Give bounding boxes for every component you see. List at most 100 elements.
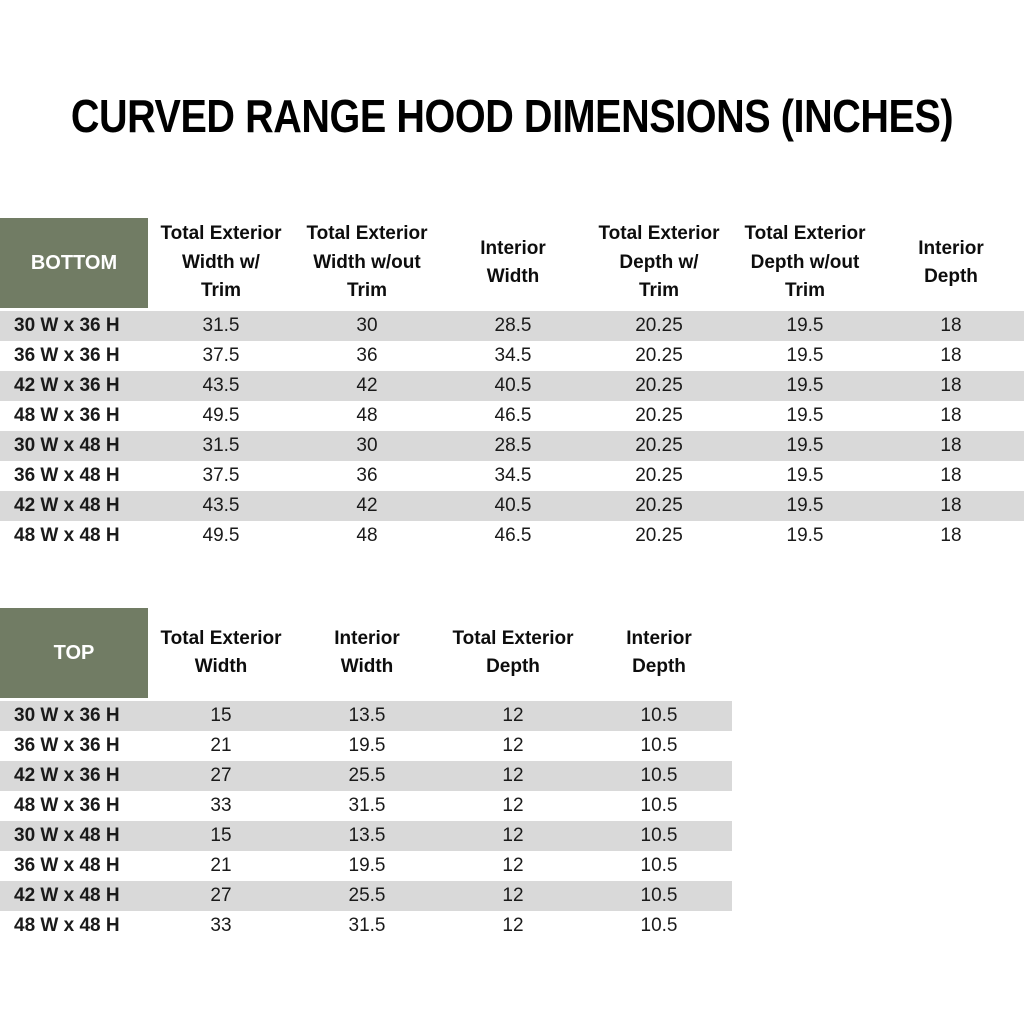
row-size-label: 36 W x 36 H [14, 345, 120, 366]
table-row: 36 W x 48 H 37.5 36 34.5 20.25 19.5 18 [0, 461, 1024, 491]
row-size-label: 36 W x 48 H [14, 855, 120, 876]
row-size-label: 42 W x 36 H [14, 765, 120, 786]
dimension-value: 10.5 [640, 765, 678, 786]
dimension-value: 28.5 [494, 315, 532, 336]
dimension-value: 15 [210, 825, 232, 846]
dimension-value: 10.5 [640, 915, 678, 936]
dimension-value: 31.5 [202, 315, 240, 336]
dimension-value: 13.5 [348, 705, 386, 726]
dimension-value: 18 [940, 465, 962, 486]
dimension-value: 19.5 [348, 735, 386, 756]
table-row: 36 W x 48 H 21 19.5 12 10.5 [0, 851, 732, 881]
dimension-value: 12 [502, 795, 524, 816]
dimension-value: 43.5 [202, 375, 240, 396]
column-header: Interior Width [334, 627, 400, 678]
dimension-value: 20.25 [635, 375, 683, 396]
dimension-value: 18 [940, 315, 962, 336]
table-row: 48 W x 48 H 49.5 48 46.5 20.25 19.5 18 [0, 521, 1024, 551]
dimension-value: 49.5 [202, 525, 240, 546]
dimension-value: 27 [210, 765, 232, 786]
dimension-value: 19.5 [786, 525, 824, 546]
dimension-value: 19.5 [786, 495, 824, 516]
dimension-value: 18 [940, 525, 962, 546]
dimension-value: 19.5 [786, 435, 824, 456]
row-size-label: 36 W x 36 H [14, 735, 120, 756]
dimension-value: 25.5 [348, 765, 386, 786]
dimension-value: 12 [502, 885, 524, 906]
column-header: Total Exterior Width w/ Trim [160, 223, 282, 302]
dimension-value: 42 [356, 375, 378, 396]
dimension-value: 46.5 [494, 525, 532, 546]
row-size-label: 30 W x 36 H [14, 315, 120, 336]
row-size-label: 42 W x 48 H [14, 885, 120, 906]
dimension-value: 19.5 [786, 315, 824, 336]
dimension-value: 10.5 [640, 825, 678, 846]
dimension-value: 33 [210, 915, 232, 936]
dimension-value: 10.5 [640, 855, 678, 876]
table-row: 48 W x 36 H 33 31.5 12 10.5 [0, 791, 732, 821]
top-dimensions-table: TOP Total Exterior Width Interior Width Tot… [0, 608, 732, 941]
dimension-value: 20.25 [635, 525, 683, 546]
table-row: 30 W x 36 H 15 13.5 12 10.5 [0, 701, 732, 731]
column-header: Total Exterior Width [160, 627, 282, 678]
table-header-row: BOTTOM Total Exterior Width w/ Trim Total … [0, 218, 1024, 308]
table-row: 42 W x 36 H 27 25.5 12 10.5 [0, 761, 732, 791]
dimension-value: 34.5 [494, 345, 532, 366]
dimension-value: 36 [356, 345, 378, 366]
row-size-label: 42 W x 48 H [14, 495, 120, 516]
row-size-label: 30 W x 48 H [14, 435, 120, 456]
dimension-value: 30 [356, 315, 378, 336]
dimension-value: 12 [502, 855, 524, 876]
table-row: 36 W x 36 H 21 19.5 12 10.5 [0, 731, 732, 761]
dimension-value: 30 [356, 435, 378, 456]
dimension-value: 20.25 [635, 465, 683, 486]
dimension-value: 42 [356, 495, 378, 516]
dimension-value: 20.25 [635, 495, 683, 516]
dimension-value: 18 [940, 405, 962, 426]
dimension-value: 19.5 [786, 405, 824, 426]
dimension-value: 18 [940, 435, 962, 456]
dimension-value: 10.5 [640, 735, 678, 756]
dimension-value: 34.5 [494, 465, 532, 486]
dimension-value: 19.5 [786, 345, 824, 366]
dimension-value: 12 [502, 735, 524, 756]
dimension-value: 18 [940, 345, 962, 366]
table-row: 42 W x 36 H 43.5 42 40.5 20.25 19.5 18 [0, 371, 1024, 401]
column-header: Interior Width [480, 237, 546, 288]
dimension-value: 13.5 [348, 825, 386, 846]
dimension-value: 46.5 [494, 405, 532, 426]
table-row: 48 W x 36 H 49.5 48 46.5 20.25 19.5 18 [0, 401, 1024, 431]
page-title-text: CURVED RANGE HOOD DIMENSIONS (INCHES) [70, 90, 954, 142]
dimension-value: 40.5 [494, 375, 532, 396]
dimension-value: 12 [502, 765, 524, 786]
dimension-value: 28.5 [494, 435, 532, 456]
row-size-label: 48 W x 48 H [14, 915, 120, 936]
row-size-label: 30 W x 36 H [14, 705, 120, 726]
dimension-value: 31.5 [202, 435, 240, 456]
dimension-value: 10.5 [640, 885, 678, 906]
dimension-value: 19.5 [786, 465, 824, 486]
dimension-value: 20.25 [635, 405, 683, 426]
table-row: 48 W x 48 H 33 31.5 12 10.5 [0, 911, 732, 941]
dimension-value: 18 [940, 495, 962, 516]
dimension-value: 20.25 [635, 315, 683, 336]
dimension-value: 21 [210, 855, 232, 876]
dimension-value: 36 [356, 465, 378, 486]
dimension-value: 37.5 [202, 465, 240, 486]
row-size-label: 42 W x 36 H [14, 375, 120, 396]
dimension-value: 12 [502, 825, 524, 846]
dimension-value: 49.5 [202, 405, 240, 426]
dimension-value: 31.5 [348, 915, 386, 936]
dimension-value: 20.25 [635, 345, 683, 366]
table-row: 42 W x 48 H 43.5 42 40.5 20.25 19.5 18 [0, 491, 1024, 521]
dimension-value: 10.5 [640, 795, 678, 816]
table-row: 42 W x 48 H 27 25.5 12 10.5 [0, 881, 732, 911]
dimension-value: 37.5 [202, 345, 240, 366]
column-header: Interior Depth [918, 237, 984, 288]
dimension-value: 21 [210, 735, 232, 756]
column-header: Total Exterior Depth w/out Trim [744, 223, 866, 302]
dimension-value: 12 [502, 705, 524, 726]
table-corner-label: BOTTOM [0, 218, 148, 308]
column-header: Total Exterior Width w/out Trim [306, 223, 428, 302]
row-size-label: 48 W x 48 H [14, 525, 120, 546]
